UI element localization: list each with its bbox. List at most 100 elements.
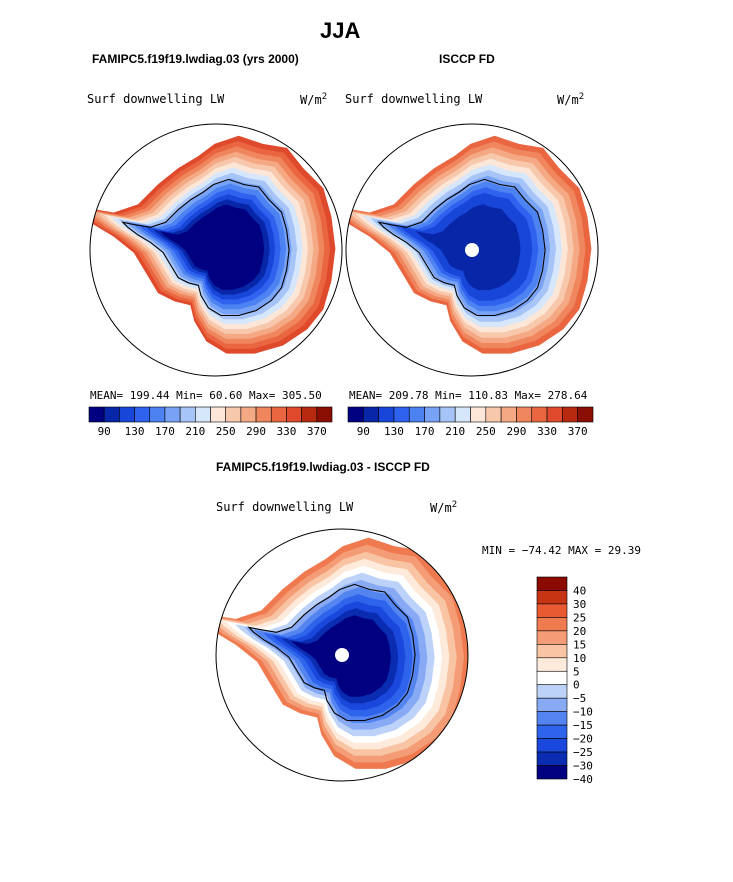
colorbar-tick-label: 290 xyxy=(246,425,266,438)
panel1-variable-label: Surf downwelling LW xyxy=(87,92,225,106)
colorbar-swatch xyxy=(347,406,364,423)
map-border xyxy=(215,528,469,782)
panel1-colorbar: 90 130 170 210 250 290 330 370 xyxy=(88,406,333,438)
colorbar-swatch xyxy=(470,406,487,423)
panel2-map xyxy=(346,135,592,354)
panel1-title: FAMIPC5.f19f19.lwdiag.03 (yrs 2000) xyxy=(92,52,299,66)
panel3-map xyxy=(216,537,468,769)
coastline xyxy=(121,178,290,317)
colorbar-swatch xyxy=(500,406,517,423)
colorbar-swatch xyxy=(536,724,568,739)
colorbar-swatch xyxy=(536,603,568,618)
colorbar-tick-label: 250 xyxy=(216,425,236,438)
panel1-stats: MEAN= 199.44 Min= 60.60 Max= 305.50 xyxy=(90,389,322,402)
colorbar-tick-label: 25 xyxy=(573,611,586,624)
colorbar-tick-label: −10 xyxy=(573,706,593,719)
coastline xyxy=(247,583,416,722)
colorbar-tick-label: 290 xyxy=(507,425,527,438)
colorbar-swatch xyxy=(454,406,471,423)
colorbar-tick-label: 90 xyxy=(98,425,111,438)
colorbar-swatch xyxy=(286,406,302,423)
pole-mask xyxy=(335,648,349,662)
colorbar-swatch xyxy=(378,406,395,423)
contour-band xyxy=(167,209,259,285)
colorbar-tick-label: 20 xyxy=(573,625,586,638)
colorbar-tick-label: −5 xyxy=(573,692,586,705)
colorbar-swatch xyxy=(536,765,568,780)
colorbar-tick-label: 130 xyxy=(384,425,404,438)
colorbar-tick-label: 0 xyxy=(573,679,580,692)
colorbar-swatch xyxy=(536,590,568,605)
panel1-map xyxy=(90,135,336,354)
colorbar-swatch xyxy=(424,406,441,423)
colorbar-swatch xyxy=(546,406,563,423)
colorbar-swatch xyxy=(270,406,287,423)
colorbar-swatch xyxy=(536,697,568,712)
colorbar-tick-label: 210 xyxy=(445,425,465,438)
map-border xyxy=(89,123,343,377)
map-border xyxy=(345,123,599,377)
colorbar-swatch xyxy=(363,406,379,423)
colorbar-swatch xyxy=(88,406,105,423)
colorbar-swatch xyxy=(408,406,425,423)
panel2-variable-label: Surf downwelling LW xyxy=(345,92,483,106)
panel3-stats: MIN = −74.42 MAX = 29.39 xyxy=(482,544,641,557)
colorbar-swatch xyxy=(562,406,578,423)
colorbar-swatch xyxy=(210,406,226,423)
colorbar-swatch xyxy=(536,711,568,726)
colorbar-tick-label: 90 xyxy=(357,425,370,438)
colorbar-tick-label: 370 xyxy=(307,425,327,438)
panel2-stats: MEAN= 209.78 Min= 110.83 Max= 278.64 xyxy=(349,389,588,402)
colorbar-swatch xyxy=(536,644,568,659)
colorbar-swatch xyxy=(536,576,568,591)
colorbar-swatch xyxy=(195,406,211,423)
colorbar-swatch xyxy=(164,406,181,423)
colorbar-tick-label: 10 xyxy=(573,652,586,665)
colorbar-swatch xyxy=(103,406,120,423)
colorbar-tick-label: 370 xyxy=(568,425,588,438)
colorbar-swatch xyxy=(531,406,548,423)
colorbar-tick-label: 210 xyxy=(185,425,205,438)
panel3-units: W/m2 xyxy=(430,500,458,515)
pole-mask xyxy=(465,243,479,257)
colorbar-swatch xyxy=(316,406,333,423)
colorbar-swatch xyxy=(536,684,568,699)
panel3-title: FAMIPC5.f19f19.lwdiag.03 - ISCCP FD xyxy=(216,460,430,474)
colorbar-swatch xyxy=(536,630,568,645)
coastline xyxy=(377,178,546,317)
colorbar-swatch xyxy=(536,738,568,753)
colorbar-tick-label: −40 xyxy=(573,773,593,786)
panel2-colorbar: 90 130 170 210 250 290 330 370 xyxy=(347,406,594,438)
colorbar-swatch xyxy=(577,406,594,423)
colorbar-tick-label: 330 xyxy=(537,425,557,438)
panel1-units: W/m2 xyxy=(300,92,328,107)
colorbar-tick-label: −25 xyxy=(573,746,593,759)
panel2-units: W/m2 xyxy=(557,92,585,107)
colorbar-swatch xyxy=(255,406,272,423)
colorbar-tick-label: 330 xyxy=(277,425,297,438)
colorbar-tick-label: −15 xyxy=(573,719,593,732)
colorbar-tick-label: 130 xyxy=(125,425,145,438)
colorbar-swatch xyxy=(536,670,568,686)
colorbar-swatch xyxy=(134,406,151,423)
colorbar-tick-label: 15 xyxy=(573,638,586,651)
colorbar-swatch xyxy=(301,406,318,423)
colorbar-swatch xyxy=(516,406,533,423)
colorbar-swatch xyxy=(119,406,135,423)
colorbar-tick-label: 250 xyxy=(476,425,496,438)
colorbar-tick-label: 30 xyxy=(573,598,586,611)
colorbar-tick-label: 40 xyxy=(573,584,586,597)
colorbar-tick-label: 170 xyxy=(155,425,175,438)
colorbar-swatch xyxy=(179,406,196,423)
panel2-title: ISCCP FD xyxy=(439,52,495,66)
colorbar-swatch xyxy=(536,617,568,632)
season-title: JJA xyxy=(320,18,361,43)
colorbar-swatch xyxy=(485,406,502,423)
colorbar-swatch xyxy=(149,406,166,423)
colorbar-tick-label: 5 xyxy=(573,665,580,678)
colorbar-swatch xyxy=(393,406,410,423)
colorbar-swatch xyxy=(439,406,456,423)
colorbar-tick-label: −30 xyxy=(573,760,593,773)
colorbar-tick-label: 170 xyxy=(415,425,435,438)
